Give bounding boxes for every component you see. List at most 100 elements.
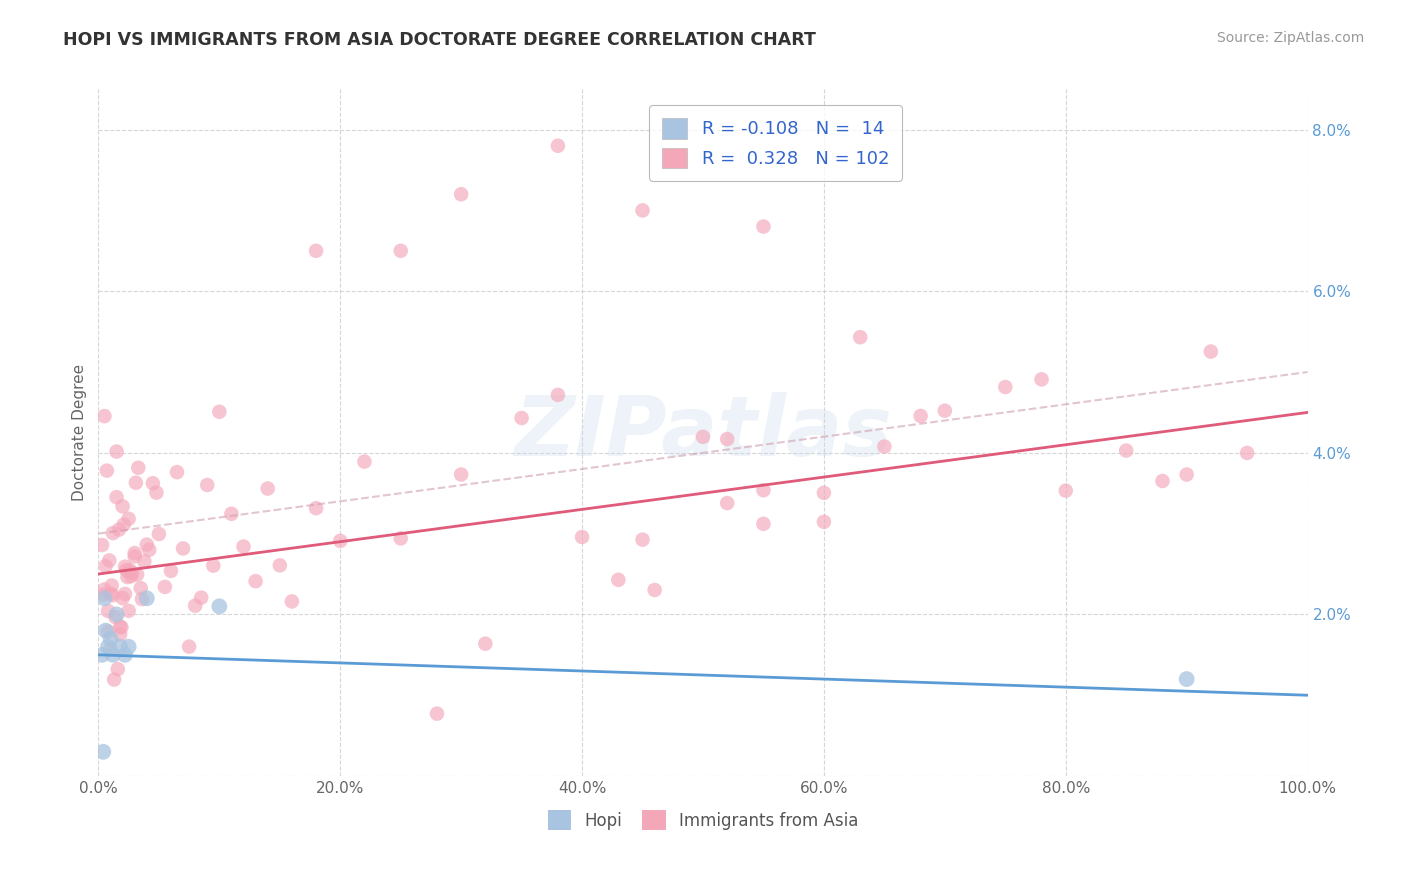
Point <box>142 476 165 491</box>
Point <box>813 515 835 529</box>
Point <box>148 527 170 541</box>
Point <box>100 578 122 592</box>
Point <box>108 523 131 537</box>
Y-axis label: Doctorate Degree: Doctorate Degree <box>72 364 87 501</box>
Point <box>631 203 654 218</box>
Point <box>179 640 201 654</box>
Point <box>108 640 131 654</box>
Point <box>103 673 125 687</box>
Point <box>607 573 630 587</box>
Point <box>172 541 194 556</box>
Point <box>1175 467 1198 482</box>
Point <box>389 532 412 546</box>
Point <box>305 244 328 258</box>
Text: ZIPatlas: ZIPatlas <box>515 392 891 473</box>
Point <box>849 330 872 344</box>
Point <box>101 526 124 541</box>
Point <box>510 411 533 425</box>
Point <box>108 627 131 641</box>
Point <box>547 138 569 153</box>
Point <box>100 587 122 601</box>
Point <box>135 538 157 552</box>
Point <box>232 540 254 554</box>
Point <box>104 610 127 624</box>
Point <box>110 620 132 634</box>
Point <box>329 533 352 548</box>
Point <box>269 558 291 573</box>
Point <box>114 648 136 662</box>
Point <box>112 517 135 532</box>
Point <box>101 648 124 662</box>
Point <box>93 409 115 423</box>
Point <box>1115 443 1137 458</box>
Point <box>692 430 714 444</box>
Point <box>125 475 148 490</box>
Point <box>117 570 139 584</box>
Point <box>94 558 117 573</box>
Point <box>153 580 176 594</box>
Point <box>1199 344 1222 359</box>
Point <box>105 607 128 622</box>
Point <box>716 496 738 510</box>
Point <box>100 642 122 657</box>
Point <box>202 558 225 573</box>
Point <box>118 563 141 577</box>
Point <box>571 530 593 544</box>
Point <box>124 546 146 560</box>
Legend: Hopi, Immigrants from Asia: Hopi, Immigrants from Asia <box>541 804 865 837</box>
Point <box>100 632 122 646</box>
Point <box>138 542 160 557</box>
Point <box>96 464 118 478</box>
Point <box>91 588 114 602</box>
Point <box>1152 474 1174 488</box>
Point <box>118 512 141 526</box>
Point <box>752 516 775 531</box>
Text: Source: ZipAtlas.com: Source: ZipAtlas.com <box>1216 31 1364 45</box>
Point <box>353 454 375 468</box>
Point <box>111 500 134 514</box>
Point <box>120 569 142 583</box>
Point <box>716 432 738 446</box>
Point <box>97 604 120 618</box>
Point <box>1054 483 1077 498</box>
Point <box>127 460 149 475</box>
Point <box>305 501 328 516</box>
Point <box>190 591 212 605</box>
Point <box>934 403 956 417</box>
Point <box>166 465 188 479</box>
Point <box>135 591 157 606</box>
Point <box>644 582 666 597</box>
Point <box>97 640 120 654</box>
Point <box>450 187 472 202</box>
Point <box>134 554 156 568</box>
Point <box>124 549 146 564</box>
Point <box>93 582 115 597</box>
Point <box>994 380 1017 394</box>
Point <box>195 478 218 492</box>
Point <box>94 624 117 638</box>
Point <box>105 490 128 504</box>
Point <box>129 581 152 595</box>
Point <box>93 591 115 606</box>
Point <box>245 574 267 589</box>
Point <box>91 538 114 552</box>
Text: HOPI VS IMMIGRANTS FROM ASIA DOCTORATE DEGREE CORRELATION CHART: HOPI VS IMMIGRANTS FROM ASIA DOCTORATE D… <box>63 31 815 49</box>
Point <box>256 482 278 496</box>
Point <box>1031 372 1053 386</box>
Point <box>145 485 167 500</box>
Point <box>114 587 136 601</box>
Point <box>101 588 124 602</box>
Point <box>108 619 131 633</box>
Point <box>184 599 207 613</box>
Point <box>752 219 775 234</box>
Point <box>115 563 138 577</box>
Point <box>208 405 231 419</box>
Point <box>426 706 449 721</box>
Point <box>208 599 231 614</box>
Point <box>111 591 134 606</box>
Point <box>1236 446 1258 460</box>
Point <box>474 637 496 651</box>
Point <box>114 559 136 574</box>
Point <box>221 507 243 521</box>
Point <box>98 553 121 567</box>
